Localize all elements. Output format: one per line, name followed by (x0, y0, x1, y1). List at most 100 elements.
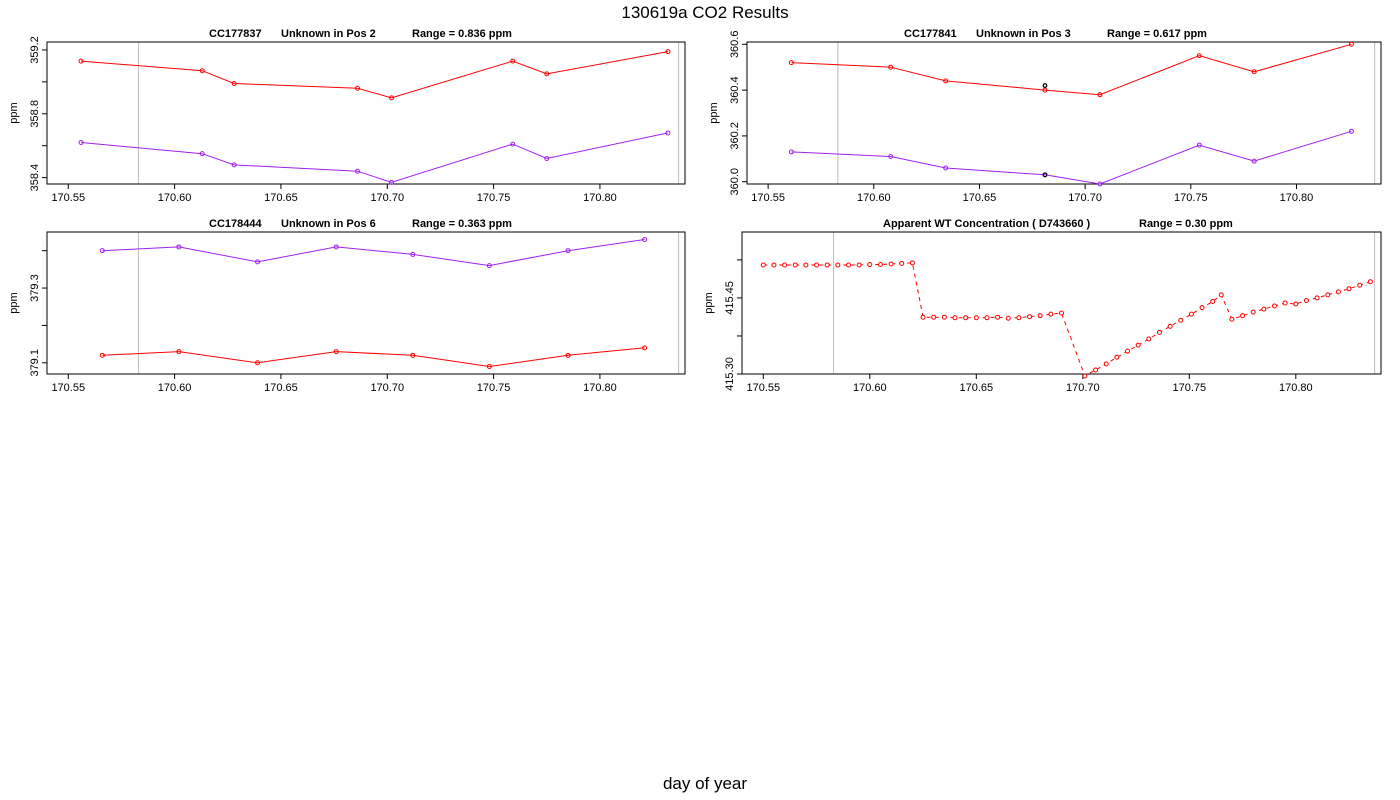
data-point (814, 262, 820, 268)
data-point (255, 360, 261, 366)
data-point (354, 85, 360, 91)
data-point (389, 95, 395, 101)
chart-title-part: Range = 0.363 ppm (412, 218, 512, 230)
data-point (231, 80, 237, 86)
data-point (835, 262, 841, 268)
chart-title-part: Range = 0.30 ppm (1139, 218, 1233, 230)
chart-panel-pos6: CC178444 Unknown in Pos 6 Range = 0.363 pp… (8, 218, 686, 394)
x-tick-label: 170.55 (51, 192, 85, 204)
data-point (665, 49, 671, 55)
x-tick-label: 170.55 (51, 382, 85, 394)
data-point (888, 261, 894, 267)
plot-frame (746, 41, 1382, 185)
data-point (1218, 292, 1224, 298)
y-axis-label: ppm (8, 102, 20, 123)
data-point (1314, 295, 1320, 301)
y-tick-label: 379.3 (29, 274, 41, 302)
x-tick-label: 170.80 (583, 382, 617, 394)
data-point (867, 261, 873, 267)
y-tick-label: 415.30 (724, 357, 736, 391)
y-axis-label: ppm (703, 292, 715, 313)
chart-title-part: Range = 0.617 ppm (1107, 28, 1207, 40)
x-tick-label: 170.60 (158, 382, 192, 394)
data-point (963, 315, 969, 321)
x-axis-label: day of year (662, 774, 748, 793)
data-point (486, 263, 492, 269)
data-point (1196, 53, 1202, 59)
data-point (1293, 301, 1299, 307)
data-point (846, 262, 851, 268)
data-point (1125, 348, 1131, 354)
data-point (984, 315, 990, 321)
data-point (1037, 313, 1043, 319)
data-point (1042, 87, 1048, 93)
data-point (1229, 316, 1235, 322)
data-point (333, 349, 339, 355)
data-point (952, 315, 958, 321)
data-point (760, 262, 766, 268)
data-point (1250, 309, 1256, 315)
x-tick-label: 170.70 (1066, 382, 1100, 394)
series-line (763, 262, 1371, 377)
x-tick-label: 170.80 (1280, 192, 1314, 204)
data-point (788, 149, 794, 155)
data-point (1156, 329, 1162, 335)
chart-title-part: Unknown in Pos 2 (281, 28, 376, 40)
data-point (941, 314, 947, 320)
data-point (1135, 342, 1141, 348)
data-point (782, 262, 788, 268)
data-point (1196, 142, 1202, 148)
y-tick-label: 360.6 (729, 31, 741, 59)
x-tick-label: 170.60 (853, 382, 887, 394)
x-tick-label: 170.65 (264, 382, 298, 394)
series-line (80, 51, 669, 99)
data-point (931, 314, 937, 320)
series-line (102, 347, 645, 368)
data-point (856, 262, 862, 268)
data-point (1261, 306, 1267, 312)
data-point (1188, 311, 1194, 317)
data-point (99, 248, 105, 254)
data-point (1059, 310, 1064, 316)
data-point (78, 140, 84, 146)
data-point (486, 364, 492, 370)
data-point (199, 151, 205, 157)
chart-title-part: Unknown in Pos 6 (281, 218, 376, 230)
data-point (771, 262, 777, 268)
data-point (665, 130, 671, 136)
data-point (1042, 172, 1048, 178)
data-point (565, 248, 571, 254)
x-tick-label: 170.60 (857, 192, 891, 204)
chart-panel-wt-concentration: Apparent WT Concentration ( D743660 ) Ran… (703, 218, 1382, 394)
chart-title-part: Apparent WT Concentration ( D743660 ) (883, 218, 1091, 230)
data-point (176, 244, 182, 250)
data-point (1027, 314, 1033, 320)
data-point (1272, 303, 1277, 309)
x-tick-label: 170.80 (1279, 382, 1313, 394)
data-point (1016, 315, 1022, 321)
data-point (544, 71, 550, 77)
data-point (354, 168, 360, 174)
data-point (231, 162, 237, 168)
y-tick-label: 360.2 (729, 122, 741, 150)
data-point (888, 64, 894, 70)
data-point (877, 261, 883, 267)
data-point (1240, 313, 1246, 319)
y-tick-label: 379.1 (29, 349, 41, 377)
data-point (544, 155, 550, 161)
data-point (1251, 69, 1257, 75)
data-point (1199, 305, 1205, 311)
y-tick-label: 358.8 (29, 100, 41, 128)
series-line (102, 239, 645, 267)
data-point (792, 262, 798, 268)
x-tick-label: 170.75 (477, 192, 511, 204)
data-point (1178, 317, 1184, 323)
data-point (333, 244, 339, 250)
y-tick-label: 359.2 (29, 36, 41, 64)
y-tick-label: 358.4 (29, 164, 41, 192)
data-point (824, 262, 830, 268)
x-tick-label: 170.70 (370, 382, 404, 394)
data-point (1282, 300, 1288, 306)
chart-title-part: Unknown in Pos 3 (976, 28, 1071, 40)
data-point (255, 259, 261, 265)
